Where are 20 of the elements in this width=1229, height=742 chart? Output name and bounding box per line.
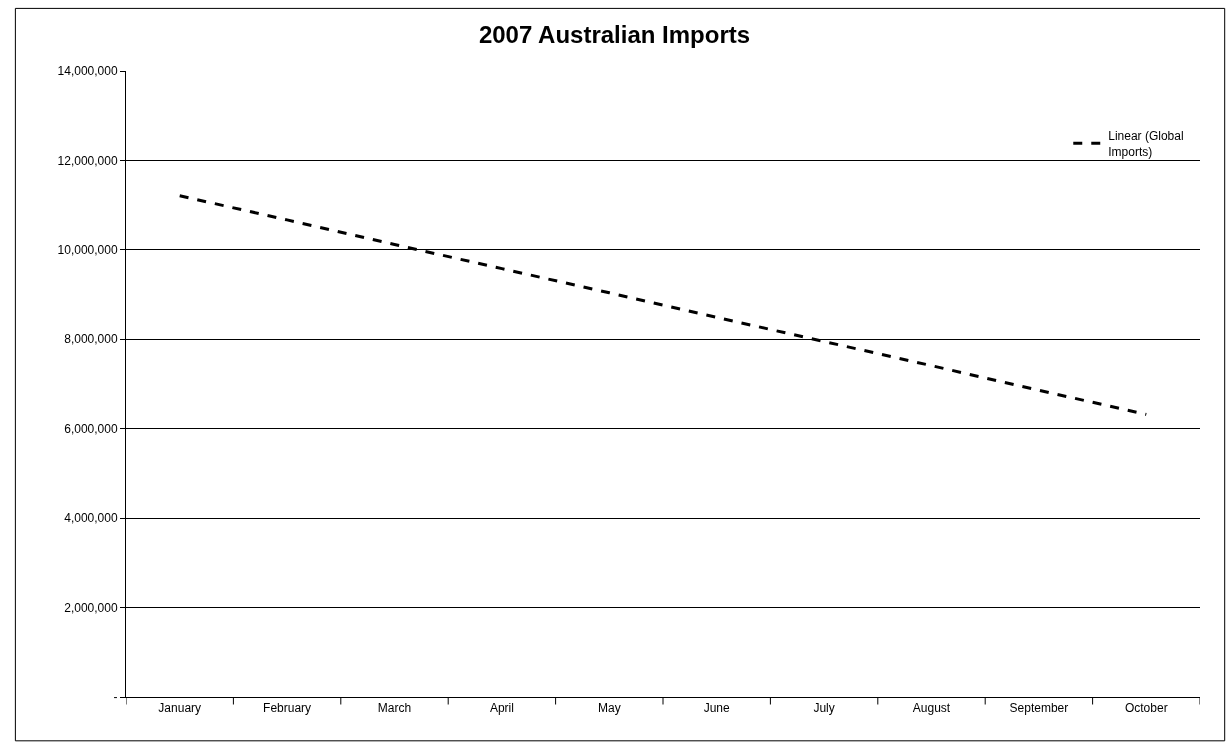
x-tick-label: September (1009, 701, 1069, 716)
x-tick-label: April (489, 701, 514, 716)
y-tick-label: 10,000,000 (57, 243, 118, 258)
y-tick-label: 8,000,000 (64, 332, 118, 347)
x-tick-label: January (158, 701, 202, 716)
x-tick-label: October (1124, 701, 1168, 716)
x-tick-label: August (912, 701, 951, 716)
chart-title: 2007 Australian Imports (478, 20, 751, 48)
y-tick-label: 4,000,000 (64, 511, 118, 526)
legend-label: Linear (Global Imports) (1108, 129, 1184, 159)
x-tick-label: July (813, 701, 835, 716)
x-tick-label: March (377, 701, 412, 716)
x-tick-label: May (597, 701, 621, 716)
x-tick-label: June (703, 701, 731, 716)
y-tick-label: - (113, 690, 118, 705)
x-tick-label: February (263, 701, 312, 716)
y-tick-label: 12,000,000 (57, 153, 118, 168)
y-tick-label: 14,000,000 (57, 64, 118, 79)
y-tick-label: 6,000,000 (64, 421, 118, 436)
y-tick-label: 2,000,000 (64, 600, 118, 615)
